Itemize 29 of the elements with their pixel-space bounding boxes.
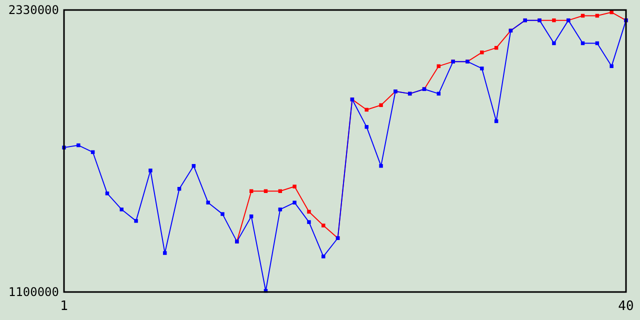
point xyxy=(322,254,326,258)
point xyxy=(364,125,368,129)
point xyxy=(307,210,311,214)
point xyxy=(192,164,196,168)
point xyxy=(552,41,556,46)
point xyxy=(364,108,368,112)
point xyxy=(552,18,556,22)
point xyxy=(322,224,326,228)
point xyxy=(292,184,296,188)
x-tick-label: 40 xyxy=(618,299,634,314)
point xyxy=(278,208,282,212)
point xyxy=(307,220,311,224)
y-tick-label: 2330000 xyxy=(8,3,59,17)
point xyxy=(105,192,110,196)
y-tick-label: 1100000 xyxy=(8,285,59,299)
point xyxy=(148,168,152,172)
point xyxy=(292,200,296,204)
point xyxy=(76,143,80,148)
point xyxy=(206,200,210,204)
x-tick-label: 1 xyxy=(60,299,68,314)
point xyxy=(610,64,614,68)
point xyxy=(379,103,383,108)
point xyxy=(163,251,167,255)
point xyxy=(480,66,484,70)
point xyxy=(379,164,383,168)
point xyxy=(480,50,484,54)
point xyxy=(120,208,124,212)
point xyxy=(220,212,224,216)
point xyxy=(134,219,138,223)
